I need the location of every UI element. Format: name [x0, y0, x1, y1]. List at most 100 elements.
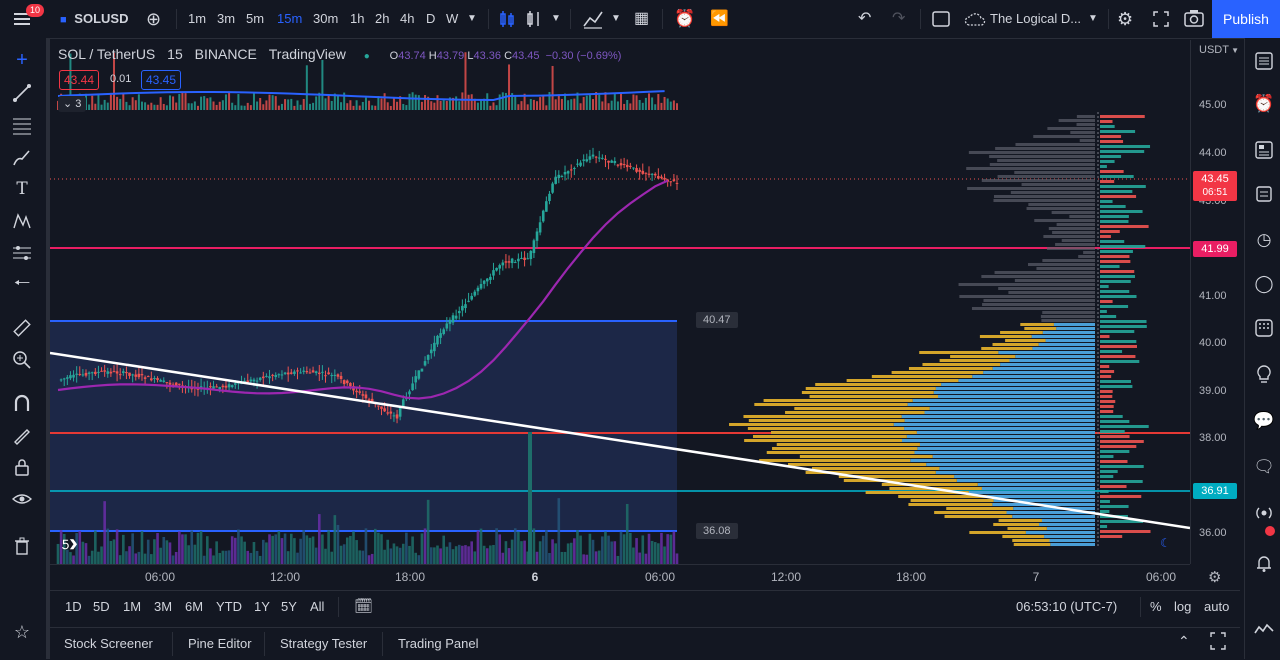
screenshot-icon[interactable] — [1184, 0, 1204, 38]
calendar-icon[interactable]: ◷ — [1256, 230, 1272, 249]
percent-toggle[interactable]: % — [1150, 599, 1162, 614]
fib-icon[interactable] — [8, 111, 36, 139]
ideas-icon[interactable]: ◯ — [1254, 274, 1274, 293]
tf-4h[interactable]: 4h — [400, 11, 415, 26]
goto-date-icon[interactable]: 🗓 — [354, 598, 374, 615]
tf-2h[interactable]: 2h — [375, 11, 390, 26]
currency-select[interactable]: USDT ▼ — [1199, 44, 1239, 56]
tab-pine-editor[interactable]: Pine Editor — [188, 636, 252, 651]
undo-icon[interactable]: ↶ — [858, 10, 872, 27]
top-volume-bar — [470, 94, 473, 110]
candle-body — [616, 164, 620, 166]
redo-icon[interactable]: ↷ — [892, 10, 906, 27]
streams-icon[interactable] — [1251, 500, 1277, 526]
range-5d[interactable]: 5D — [93, 599, 110, 614]
fullscreen-icon[interactable] — [1152, 0, 1170, 38]
moving-average-line — [57, 179, 669, 400]
layout-dropdown-icon[interactable]: ▼ — [1088, 13, 1098, 24]
chart-legend[interactable]: SOL / TetherUS 15 BINANCE TradingView ● … — [58, 46, 621, 62]
layout-cloud-icon[interactable] — [964, 0, 986, 38]
price-chart[interactable] — [50, 40, 1190, 564]
bid-price[interactable]: 43.44 — [59, 70, 100, 90]
favorites-star-icon[interactable]: ☆ — [13, 621, 31, 642]
ask-price[interactable]: 43.45 — [141, 70, 182, 90]
profile-row-outside — [776, 443, 920, 446]
menu-icon[interactable] — [12, 0, 32, 38]
axis-settings-gear-icon[interactable]: ⚙ — [1208, 569, 1222, 586]
tf-5m[interactable]: 5m — [246, 11, 265, 26]
templates-icon[interactable]: ▦ — [634, 10, 650, 27]
range-5y[interactable]: 5Y — [281, 599, 297, 614]
indicators-icon[interactable] — [582, 0, 604, 38]
indicators-collapse[interactable]: ⌄ 3 — [58, 96, 87, 112]
tradingview-logo-icon[interactable]: 𝟻❯ — [61, 536, 78, 552]
tf-1h[interactable]: 1h — [350, 11, 365, 26]
add-symbol-icon[interactable]: ⊕ — [146, 9, 162, 29]
news-icon[interactable] — [1251, 315, 1277, 341]
wave-icon[interactable] — [1251, 616, 1277, 642]
market-status-icon: ● — [363, 51, 370, 62]
time-axis[interactable]: 06:00 12:00 18:00 6 06:00 12:00 18:00 7 … — [50, 564, 1221, 591]
range-1y[interactable]: 1Y — [254, 599, 270, 614]
chats-icon[interactable]: 💬 — [1253, 411, 1275, 430]
auto-toggle[interactable]: auto — [1204, 599, 1230, 614]
publish-button[interactable]: Publish — [1212, 0, 1280, 38]
messages-icon[interactable]: 🗨 — [1253, 457, 1275, 476]
alerts-clock-icon[interactable]: ⏰ — [1253, 94, 1275, 113]
log-toggle[interactable]: log — [1174, 599, 1192, 614]
tab-stock-screener[interactable]: Stock Screener — [64, 636, 153, 651]
candles-icon[interactable] — [497, 0, 517, 38]
replay-icon[interactable]: ⏪ — [710, 10, 729, 27]
clock-timezone[interactable]: 06:53:10 (UTC-7) — [1016, 599, 1118, 614]
hotlist-icon[interactable] — [1251, 181, 1277, 207]
volume-bar — [243, 541, 246, 564]
tf-d[interactable]: D — [426, 11, 436, 26]
range-6m[interactable]: 6M — [185, 599, 204, 614]
range-all[interactable]: All — [310, 599, 325, 614]
tf-w[interactable]: W — [446, 11, 459, 26]
prediction-icon[interactable] — [8, 239, 36, 267]
collapse-panel-icon[interactable]: ⌃ — [1178, 633, 1190, 649]
text-icon[interactable]: T — [16, 179, 28, 199]
chart-type-dropdown-icon[interactable]: ▼ — [551, 13, 561, 24]
zoom-icon[interactable] — [8, 346, 36, 374]
trend-line-icon[interactable] — [8, 79, 36, 107]
price-axis[interactable]: USDT ▼ 45.00 44.00 43.00 41.00 40.00 39.… — [1190, 40, 1241, 564]
lightbulb-icon[interactable] — [1251, 361, 1277, 387]
tab-trading-panel[interactable]: Trading Panel — [398, 636, 479, 651]
tf-30m[interactable]: 30m — [313, 11, 339, 26]
volume-bar — [532, 528, 536, 564]
symbol-search[interactable]: ■ SOLUSD — [60, 0, 128, 38]
settings-icon[interactable]: ⚙ — [1117, 9, 1134, 29]
range-3m[interactable]: 3M — [154, 599, 173, 614]
tf-1m[interactable]: 1m — [188, 11, 207, 26]
tf-15m[interactable]: 15m — [277, 11, 303, 26]
data-window-icon[interactable] — [1251, 137, 1277, 163]
crosshair-icon[interactable]: + — [16, 48, 28, 71]
trash-icon[interactable] — [8, 532, 36, 560]
pattern-icon[interactable] — [8, 207, 36, 235]
tab-strategy-tester[interactable]: Strategy Tester — [280, 636, 368, 651]
watchlist-icon[interactable] — [1251, 48, 1277, 74]
indicators-dropdown-icon[interactable]: ▼ — [611, 13, 621, 24]
range-1m[interactable]: 1M — [123, 599, 142, 614]
notifications-bell-icon[interactable] — [1251, 550, 1277, 576]
eye-icon[interactable] — [8, 485, 36, 513]
alert-icon[interactable]: ⏰ — [674, 9, 696, 28]
range-1d[interactable]: 1D — [65, 599, 82, 614]
ruler-icon[interactable] — [8, 314, 36, 342]
back-arrow-icon[interactable]: 🠐 — [13, 273, 31, 294]
lock-icon[interactable] — [8, 453, 36, 481]
volume-bar — [258, 555, 262, 564]
magnet-icon[interactable] — [8, 389, 36, 417]
range-ytd[interactable]: YTD — [216, 599, 242, 614]
tf-dropdown-icon[interactable]: ▼ — [467, 13, 477, 24]
maximize-panel-icon[interactable] — [1210, 632, 1226, 653]
brush-icon[interactable] — [8, 143, 36, 171]
layout-name[interactable]: The Logical D... — [990, 11, 1082, 26]
layout-toggle-icon[interactable] — [932, 0, 950, 38]
tf-3m[interactable]: 3m — [217, 11, 236, 26]
chart-pane[interactable]: SOL / TetherUS 15 BINANCE TradingView ● … — [50, 40, 1190, 564]
draw-mode-icon[interactable] — [8, 421, 36, 449]
bars-icon[interactable] — [524, 0, 544, 38]
